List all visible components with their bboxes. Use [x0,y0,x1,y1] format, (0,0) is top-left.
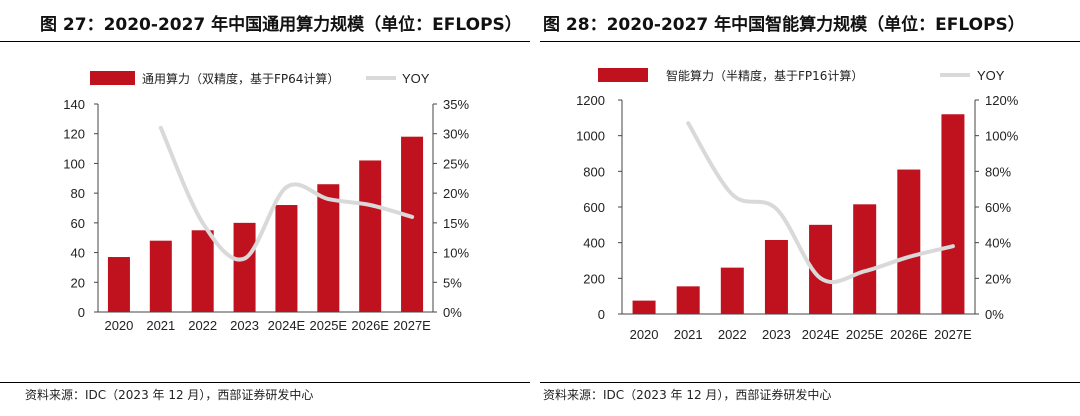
bar-2024E [809,224,833,314]
bar-2026E [897,169,921,314]
x-tick-label: 2021 [146,318,175,333]
bottom-rule [0,382,530,383]
x-tick-label: 2022 [188,318,217,333]
y2-tick-label: 35% [443,97,469,112]
bar-2020 [632,300,656,314]
bar-2027E [941,114,965,315]
bar-2021 [149,240,172,312]
bar-2025E [853,204,877,314]
y-tick-label: 100 [63,156,85,171]
y2-tick-label: 20% [985,271,1011,286]
legend-bar-label: 智能算力（半精度，基于FP16计算） [666,68,863,83]
x-tick-label: 2027E [934,327,972,342]
top-rule [0,41,530,42]
bottom-rule [540,382,1080,383]
x-tick-label: 2025E [310,318,348,333]
bar-2022 [720,267,744,314]
figure-title: 图 28：2020-2027 年中国智能算力规模（单位：EFLOPS） [543,15,1025,35]
y2-tick-label: 60% [985,200,1011,215]
bar-2023 [764,239,788,314]
y-tick-label: 0 [78,305,85,320]
y-tick-label: 120 [63,127,85,142]
x-tick-label: 2025E [846,327,884,342]
legend-line-label: YOY [977,68,1005,83]
y2-tick-label: 120% [985,93,1019,108]
x-tick-label: 2023 [230,318,259,333]
y-tick-label: 800 [583,164,605,179]
y-tick-label: 1200 [576,93,605,108]
y2-tick-label: 25% [443,156,469,171]
x-tick-label: 2023 [762,327,791,342]
x-tick-label: 2020 [104,318,133,333]
legend-bar-swatch [598,68,648,82]
bar-2023 [233,222,256,312]
y-tick-label: 400 [583,236,605,251]
figure-title: 图 27：2020-2027 年中国通用算力规模（单位：EFLOPS） [40,15,522,35]
y2-tick-label: 5% [443,275,462,290]
x-tick-label: 2022 [718,327,747,342]
y2-tick-label: 30% [443,127,469,142]
bar-2020 [107,257,130,312]
bar-2022 [191,230,214,312]
y2-tick-label: 10% [443,246,469,261]
y2-tick-label: 20% [443,186,469,201]
x-tick-label: 2024E [268,318,306,333]
bar-2025E [317,184,340,312]
legend-bar-label: 通用算力（双精度，基于FP64计算） [142,71,339,86]
yoy-line [686,121,955,285]
chart-ai-compute: 0 200 400 600 800 1000 1200 0% 20% 40% 60% 80% 100% 1… [576,68,1019,342]
y2-tick-label: 0% [443,305,462,320]
bar-2027E [401,136,424,312]
y-tick-label: 20 [71,275,85,290]
legend-bar-swatch [90,71,135,85]
bar-2024E [275,205,298,312]
x-tick-label: 2026E [351,318,389,333]
bar-2026E [359,160,382,312]
y2-tick-label: 80% [985,164,1011,179]
legend-line-label: YOY [402,71,430,86]
x-tick-label: 2020 [630,327,659,342]
y-tick-label: 1000 [576,129,605,144]
figure-28: 图 28：2020-2027 年中国智能算力规模（单位：EFLOPS） 0 200… [540,0,1080,416]
y2-tick-label: 40% [985,236,1011,251]
yoy-line [158,125,415,262]
x-tick-label: 2026E [890,327,928,342]
y2-tick-label: 0% [985,307,1004,322]
x-tick-label: 2024E [802,327,840,342]
bar-2021 [676,286,700,314]
source-note: 资料来源：IDC（2023 年 12 月），西部证券研发中心 [543,388,832,402]
y-tick-label: 40 [71,246,85,261]
chart-general-compute: 0 20 40 60 80 100 120 140 0% 5% 10% 15% 20% 25% 30% 35%… [63,71,469,333]
y-tick-label: 60 [71,216,85,231]
y-tick-label: 600 [583,200,605,215]
figure-27: 图 27：2020-2027 年中国通用算力规模（单位：EFLOPS） 0 20 4… [0,0,530,416]
y2-tick-label: 100% [985,129,1019,144]
source-note: 资料来源：IDC（2023 年 12 月），西部证券研发中心 [25,388,314,402]
y-tick-label: 80 [71,186,85,201]
y-tick-label: 200 [583,271,605,286]
y-tick-label: 140 [63,97,85,112]
x-tick-label: 2027E [393,318,431,333]
top-rule [540,41,1080,42]
x-tick-label: 2021 [674,327,703,342]
y-tick-label: 0 [598,307,605,322]
y2-tick-label: 15% [443,216,469,231]
